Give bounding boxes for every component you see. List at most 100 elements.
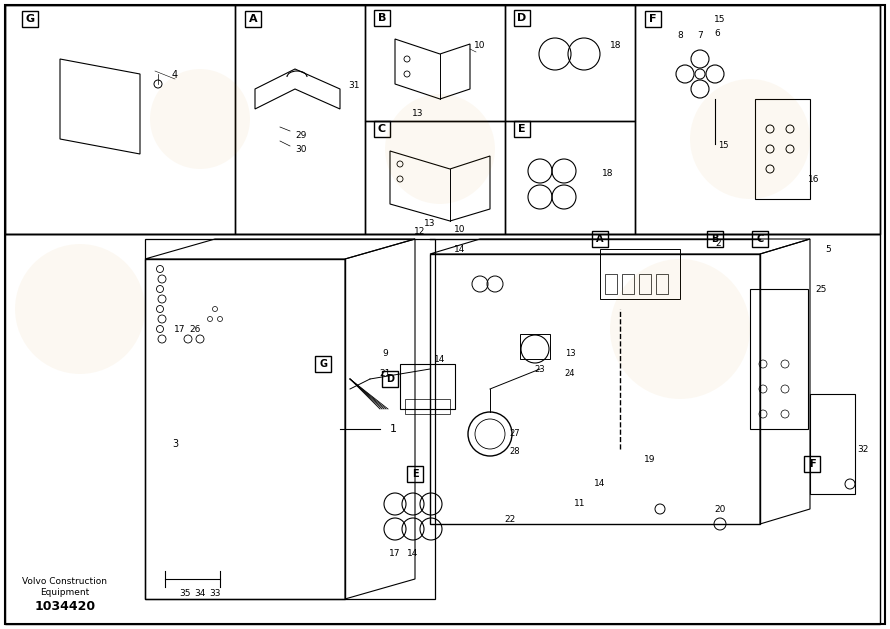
Text: F: F	[649, 14, 657, 24]
Text: C: C	[378, 124, 386, 134]
Text: 19: 19	[644, 455, 656, 464]
Text: 26: 26	[190, 325, 200, 333]
Text: 32: 32	[857, 445, 869, 454]
Text: 17: 17	[174, 325, 186, 333]
Text: B: B	[378, 13, 386, 23]
Text: 15: 15	[718, 142, 729, 150]
Circle shape	[385, 94, 495, 204]
Text: 25: 25	[815, 284, 827, 294]
Bar	[656, 274, 668, 294]
Text: 33: 33	[209, 589, 221, 599]
Bar	[505, 121, 635, 234]
Text: 10: 10	[454, 225, 465, 233]
Bar	[5, 5, 235, 234]
Bar	[514, 121, 530, 137]
Text: 7: 7	[697, 31, 703, 40]
Text: B: B	[711, 234, 719, 244]
Text: 21: 21	[379, 369, 391, 379]
Text: 15: 15	[715, 14, 725, 23]
Text: 10: 10	[474, 42, 486, 50]
Bar	[365, 5, 505, 121]
Bar	[755, 99, 810, 199]
Text: D: D	[386, 374, 394, 384]
Circle shape	[150, 69, 250, 169]
Text: G: G	[26, 14, 35, 24]
Text: 18: 18	[602, 169, 613, 177]
Bar	[600, 249, 680, 299]
Bar	[5, 234, 880, 624]
Text: 27: 27	[510, 430, 521, 438]
Bar	[374, 10, 390, 26]
Bar	[374, 121, 390, 137]
Text: 17: 17	[389, 550, 400, 559]
Text: C: C	[756, 234, 764, 244]
Text: 29: 29	[295, 130, 306, 140]
Bar	[400, 364, 455, 409]
Text: 35: 35	[179, 589, 190, 599]
Bar	[592, 231, 608, 247]
Bar	[5, 5, 880, 234]
Bar	[315, 356, 331, 372]
Circle shape	[610, 259, 750, 399]
Text: 14: 14	[434, 355, 446, 364]
Text: 28: 28	[510, 447, 521, 455]
Text: 5: 5	[825, 245, 830, 253]
Text: Volvo Construction
Equipment: Volvo Construction Equipment	[22, 577, 108, 597]
Text: 9: 9	[382, 350, 388, 359]
Bar	[645, 11, 661, 27]
Text: 12: 12	[415, 228, 425, 237]
Text: 4: 4	[172, 70, 178, 80]
Text: A: A	[248, 14, 257, 24]
Bar	[752, 231, 768, 247]
Bar	[750, 289, 808, 429]
Text: 31: 31	[348, 82, 360, 91]
Text: 3: 3	[172, 439, 178, 449]
Text: 16: 16	[808, 174, 820, 184]
Text: 1034420: 1034420	[35, 601, 95, 613]
Bar	[405, 399, 450, 414]
Bar	[145, 259, 345, 599]
Text: 23: 23	[535, 364, 546, 374]
Bar	[635, 5, 880, 234]
Text: 18: 18	[610, 40, 621, 50]
Text: 30: 30	[295, 145, 306, 155]
Text: 2: 2	[716, 240, 721, 248]
Text: E: E	[412, 469, 418, 479]
Text: 14: 14	[408, 550, 418, 559]
Text: 13: 13	[412, 109, 424, 118]
Circle shape	[15, 244, 145, 374]
Text: 8: 8	[677, 31, 683, 40]
Bar	[622, 274, 634, 294]
Bar	[514, 10, 530, 26]
Text: 24: 24	[565, 369, 575, 379]
Text: A: A	[596, 234, 603, 244]
Text: 13: 13	[564, 350, 575, 359]
Text: 11: 11	[574, 499, 586, 508]
Bar	[245, 11, 261, 27]
Bar	[365, 121, 505, 234]
Text: 34: 34	[194, 589, 206, 599]
Text: 1: 1	[390, 424, 397, 434]
Bar	[382, 371, 398, 387]
Bar	[407, 466, 423, 482]
Text: D: D	[517, 13, 527, 23]
Bar	[505, 5, 635, 121]
Bar	[235, 5, 365, 234]
Bar	[707, 231, 723, 247]
Bar	[804, 456, 820, 472]
Text: 20: 20	[715, 504, 725, 513]
Text: 6: 6	[714, 28, 720, 38]
Bar	[810, 394, 855, 494]
Text: 22: 22	[505, 515, 515, 523]
Circle shape	[690, 79, 810, 199]
Text: G: G	[319, 359, 327, 369]
Text: E: E	[518, 124, 526, 134]
Bar	[605, 274, 617, 294]
Bar	[520, 334, 550, 359]
Bar	[22, 11, 38, 27]
Text: 14: 14	[454, 245, 465, 253]
Bar	[145, 239, 435, 599]
Text: F: F	[809, 459, 815, 469]
Text: 13: 13	[425, 220, 436, 228]
Text: 14: 14	[595, 479, 606, 489]
